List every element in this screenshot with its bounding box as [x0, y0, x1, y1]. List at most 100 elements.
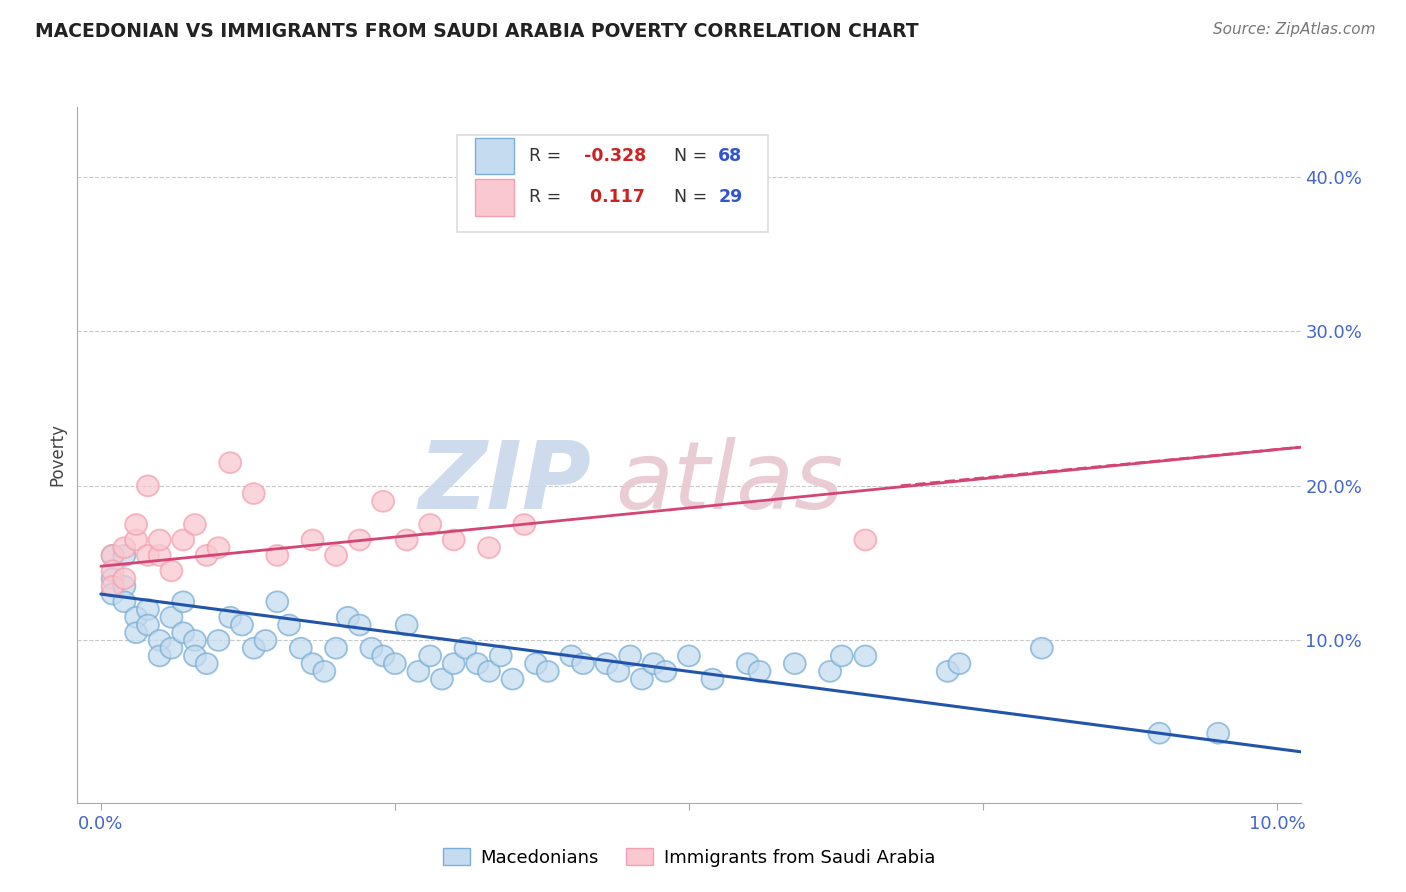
Ellipse shape	[195, 653, 218, 674]
Text: R =: R =	[529, 188, 567, 206]
Ellipse shape	[101, 568, 124, 589]
Text: 29: 29	[718, 188, 742, 206]
Ellipse shape	[783, 653, 806, 674]
Ellipse shape	[855, 530, 876, 550]
Ellipse shape	[619, 646, 641, 666]
Ellipse shape	[384, 653, 406, 674]
Ellipse shape	[125, 530, 148, 550]
Ellipse shape	[631, 669, 652, 690]
FancyBboxPatch shape	[475, 179, 515, 216]
Ellipse shape	[160, 638, 183, 658]
Ellipse shape	[572, 653, 595, 674]
Ellipse shape	[184, 630, 205, 651]
Ellipse shape	[114, 568, 135, 589]
Ellipse shape	[136, 475, 159, 496]
Ellipse shape	[395, 615, 418, 635]
FancyBboxPatch shape	[457, 135, 769, 232]
Ellipse shape	[136, 545, 159, 566]
Ellipse shape	[172, 530, 194, 550]
Ellipse shape	[314, 661, 336, 681]
Ellipse shape	[114, 591, 135, 612]
Ellipse shape	[101, 545, 124, 566]
Ellipse shape	[1208, 723, 1229, 744]
Ellipse shape	[654, 661, 676, 681]
Y-axis label: Poverty: Poverty	[48, 424, 66, 486]
Ellipse shape	[478, 661, 501, 681]
Ellipse shape	[467, 653, 488, 674]
Text: MACEDONIAN VS IMMIGRANTS FROM SAUDI ARABIA POVERTY CORRELATION CHART: MACEDONIAN VS IMMIGRANTS FROM SAUDI ARAB…	[35, 22, 918, 41]
Ellipse shape	[136, 599, 159, 620]
Text: Source: ZipAtlas.com: Source: ZipAtlas.com	[1212, 22, 1375, 37]
Ellipse shape	[502, 669, 523, 690]
Ellipse shape	[301, 530, 323, 550]
Ellipse shape	[278, 615, 299, 635]
Ellipse shape	[136, 615, 159, 635]
Ellipse shape	[125, 514, 148, 535]
Ellipse shape	[101, 583, 124, 605]
Text: 0.117: 0.117	[583, 188, 644, 206]
Ellipse shape	[101, 576, 124, 597]
Ellipse shape	[349, 615, 371, 635]
Ellipse shape	[443, 653, 465, 674]
Ellipse shape	[949, 653, 970, 674]
Ellipse shape	[454, 638, 477, 658]
Ellipse shape	[820, 661, 841, 681]
Ellipse shape	[266, 591, 288, 612]
Ellipse shape	[702, 669, 724, 690]
Ellipse shape	[325, 638, 347, 658]
Ellipse shape	[537, 661, 558, 681]
Ellipse shape	[1149, 723, 1170, 744]
Ellipse shape	[184, 646, 205, 666]
Ellipse shape	[419, 646, 441, 666]
Ellipse shape	[219, 452, 242, 473]
Text: ZIP: ZIP	[418, 437, 591, 529]
Ellipse shape	[678, 646, 700, 666]
Ellipse shape	[195, 545, 218, 566]
Ellipse shape	[524, 653, 547, 674]
Ellipse shape	[219, 607, 242, 628]
Text: atlas: atlas	[616, 437, 844, 528]
Ellipse shape	[254, 630, 277, 651]
Ellipse shape	[936, 661, 959, 681]
Ellipse shape	[349, 530, 371, 550]
Ellipse shape	[160, 607, 183, 628]
Ellipse shape	[184, 514, 205, 535]
Ellipse shape	[748, 661, 770, 681]
Ellipse shape	[643, 653, 665, 674]
Ellipse shape	[208, 537, 229, 558]
Ellipse shape	[513, 514, 536, 535]
Ellipse shape	[607, 661, 630, 681]
Ellipse shape	[101, 545, 124, 566]
Text: -0.328: -0.328	[583, 147, 645, 165]
Ellipse shape	[737, 653, 759, 674]
Ellipse shape	[489, 646, 512, 666]
Ellipse shape	[160, 560, 183, 582]
Ellipse shape	[243, 638, 264, 658]
Ellipse shape	[114, 576, 135, 597]
Ellipse shape	[831, 646, 853, 666]
Ellipse shape	[208, 630, 229, 651]
Ellipse shape	[855, 646, 876, 666]
Ellipse shape	[125, 623, 148, 643]
Ellipse shape	[172, 591, 194, 612]
Ellipse shape	[114, 545, 135, 566]
Ellipse shape	[231, 615, 253, 635]
Ellipse shape	[149, 646, 170, 666]
Ellipse shape	[149, 530, 170, 550]
Legend: Macedonians, Immigrants from Saudi Arabia: Macedonians, Immigrants from Saudi Arabi…	[436, 840, 942, 874]
Ellipse shape	[561, 646, 582, 666]
Ellipse shape	[149, 545, 170, 566]
Ellipse shape	[596, 653, 617, 674]
Ellipse shape	[337, 607, 359, 628]
Ellipse shape	[114, 537, 135, 558]
Ellipse shape	[325, 545, 347, 566]
Ellipse shape	[290, 638, 312, 658]
Ellipse shape	[443, 530, 465, 550]
Text: N =: N =	[664, 147, 713, 165]
Ellipse shape	[243, 483, 264, 504]
Text: 68: 68	[718, 147, 742, 165]
Ellipse shape	[373, 491, 394, 512]
Ellipse shape	[149, 630, 170, 651]
Ellipse shape	[360, 638, 382, 658]
Ellipse shape	[1031, 638, 1053, 658]
